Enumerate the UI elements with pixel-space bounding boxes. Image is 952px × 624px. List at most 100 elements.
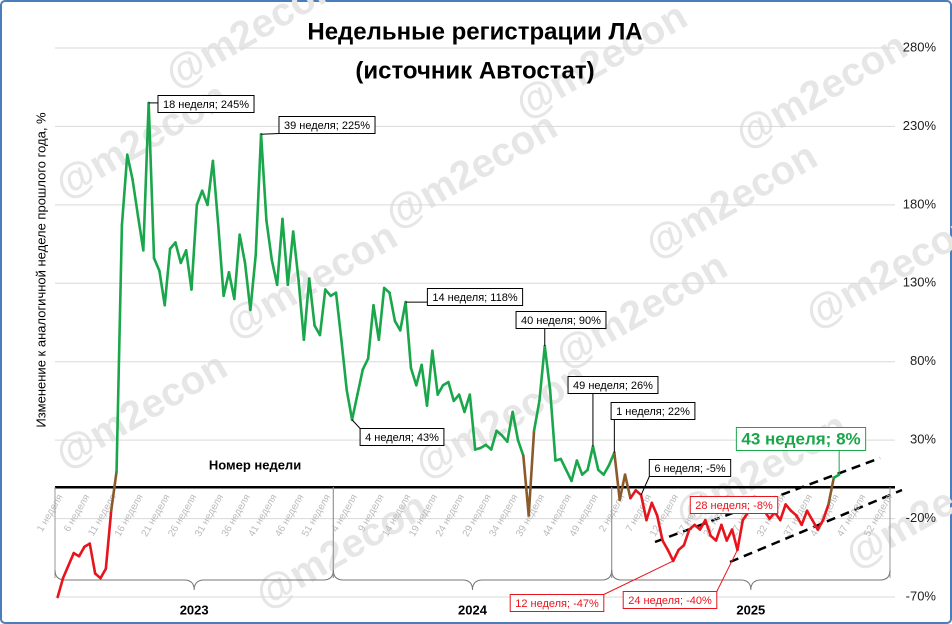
line-segment	[650, 501, 659, 517]
annotation-text: 1 неделя; 22%	[616, 406, 690, 418]
line-segment	[602, 463, 611, 476]
chart-subtitle: (источник Автостат)	[355, 57, 594, 84]
line-segment	[720, 523, 729, 542]
year-label: 2025	[736, 602, 765, 617]
line-segment	[109, 470, 118, 513]
line-segment	[698, 518, 707, 531]
line-segment	[629, 489, 638, 500]
annotation-text: 24 неделя; -40%	[628, 595, 712, 607]
line-segment	[190, 203, 199, 291]
annotation-leader	[351, 419, 361, 429]
line-segment	[361, 357, 370, 371]
line-segment	[324, 288, 332, 298]
line-segment	[527, 429, 536, 517]
line-segment	[457, 393, 466, 414]
line-segment	[104, 509, 113, 571]
line-segment	[372, 303, 381, 342]
annotation-box	[426, 288, 524, 306]
line-segment	[238, 233, 247, 265]
line-segment	[511, 410, 520, 442]
line-segment	[366, 303, 375, 360]
annotation-box	[359, 428, 445, 446]
line-segment	[543, 344, 552, 392]
y-axis-title: Изменение к аналогичной неделе прошлого …	[33, 112, 48, 428]
line-segment	[265, 219, 274, 262]
annotation-box	[689, 496, 779, 514]
line-segment	[666, 548, 675, 563]
line-segment	[115, 223, 124, 473]
annotation-text: 14 неделя; 118%	[432, 292, 517, 304]
line-segment	[655, 514, 664, 542]
annotation-text: 28 неделя; -8%	[695, 500, 773, 512]
line-segment	[671, 548, 680, 563]
chart-title: Недельные регистрации ЛА	[307, 18, 642, 45]
line-segment	[414, 363, 423, 387]
line-segment	[184, 249, 193, 291]
line-segment	[725, 528, 734, 542]
line-segment	[575, 459, 584, 476]
line-segment	[447, 380, 456, 403]
annotation-text: 43 неделя; 8%	[741, 429, 860, 448]
year-brace	[611, 569, 891, 591]
line-segment	[420, 363, 429, 407]
line-segment	[281, 217, 290, 287]
line-segment	[147, 101, 156, 260]
line-segment	[436, 383, 445, 396]
annotation-box	[567, 376, 659, 394]
annotation-box	[610, 402, 696, 420]
line-segment	[243, 261, 252, 312]
line-segment	[468, 393, 477, 451]
y-tick-label: 230%	[903, 118, 937, 133]
line-segment	[623, 473, 632, 500]
line-segment	[56, 576, 65, 599]
line-segment	[291, 230, 300, 282]
line-segment	[704, 518, 712, 538]
line-segment	[158, 269, 167, 307]
y-tick-label: 280%	[903, 39, 937, 54]
line-segment	[259, 132, 268, 222]
line-segment	[730, 528, 739, 552]
line-segment	[682, 528, 691, 547]
line-segment	[431, 349, 440, 396]
line-segment	[548, 388, 557, 462]
annotation-text: 12 неделя; -47%	[515, 598, 599, 610]
line-segment	[340, 338, 349, 392]
line-segment	[131, 178, 140, 218]
line-segment	[120, 153, 129, 227]
line-segment	[286, 230, 295, 287]
line-segment	[350, 393, 359, 422]
line-segment	[99, 567, 108, 580]
y-tick-label: 30%	[910, 432, 936, 447]
line-segment	[211, 159, 220, 227]
line-segment	[345, 388, 354, 422]
line-segment	[805, 509, 814, 522]
line-segment	[645, 501, 654, 522]
line-segment	[233, 233, 241, 301]
line-segment	[591, 445, 600, 472]
annotation-box	[622, 591, 718, 609]
line-segment	[827, 476, 836, 506]
annotation-text: 6 неделя; -5%	[654, 463, 726, 475]
line-segment	[125, 153, 134, 182]
line-segment	[538, 344, 547, 403]
annotation-text: 4 неделя; 43%	[365, 432, 439, 444]
line-segment	[206, 159, 215, 207]
annotation-leader	[640, 476, 650, 496]
line-segment	[334, 291, 343, 342]
annotation-text: 49 неделя; 26%	[573, 380, 653, 392]
line-segment	[356, 368, 365, 396]
line-segment	[275, 217, 284, 287]
line-segment	[377, 286, 386, 342]
annotation-leader	[603, 560, 674, 595]
year-brace	[332, 569, 613, 591]
annotation-box	[515, 311, 607, 329]
line-segment	[318, 288, 327, 337]
line-segment	[618, 473, 627, 502]
x-axis-title: Номер недели	[209, 457, 301, 472]
line-segment	[639, 493, 648, 522]
line-segment	[564, 468, 573, 483]
line-segment	[795, 514, 803, 527]
annotation-text: 18 неделя; 245%	[163, 99, 249, 111]
line-segment	[152, 256, 161, 273]
